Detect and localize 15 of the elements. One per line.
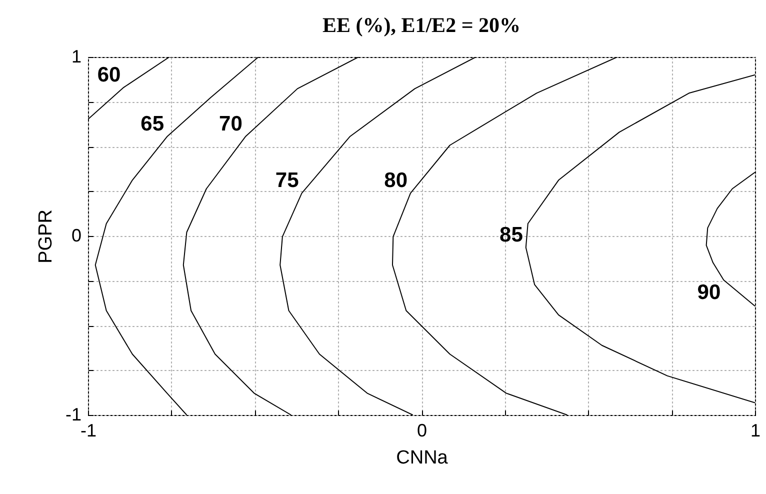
series-label: 80 [384, 169, 408, 192]
chart-title: EE (%), E1/E2 = 20% [322, 13, 521, 37]
x-axis-title: CNNa [396, 448, 448, 468]
series-label: 65 [140, 112, 164, 136]
x-tick-label: 1 [750, 420, 761, 440]
x-tick-label: 0 [416, 420, 428, 440]
series-label: 90 [697, 281, 721, 304]
y-tick-label: -1 [65, 404, 82, 424]
series-label: 70 [219, 112, 242, 136]
y-tick-label: 1 [71, 46, 82, 66]
series-label: 85 [500, 223, 524, 246]
y-axis-title: PGPR [35, 210, 56, 264]
y-tick-label: 0 [71, 226, 82, 246]
series-label: 60 [97, 63, 121, 86]
series-label: 75 [275, 169, 300, 192]
